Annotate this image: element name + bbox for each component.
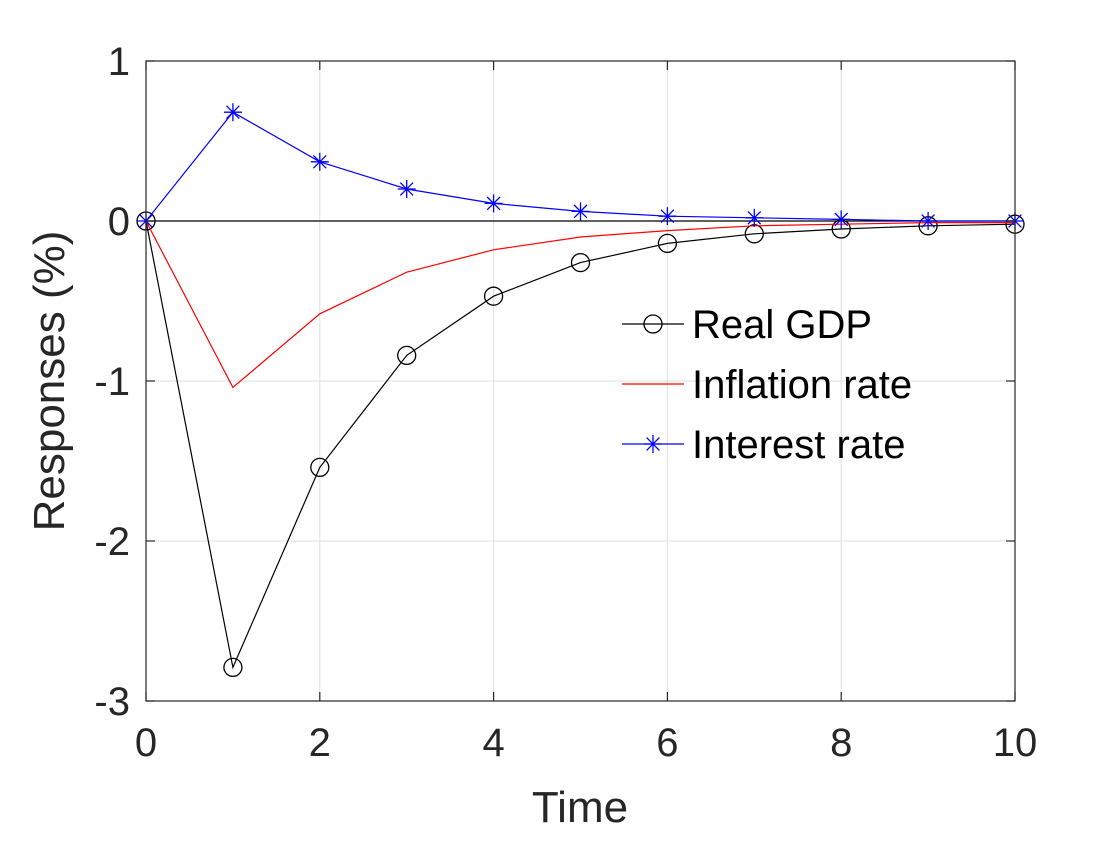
data-point: [397, 180, 416, 198]
legend: Real GDP Inflation rate Interest rate: [622, 303, 912, 467]
x-tick-label: 10: [993, 721, 1038, 765]
legend-marker: [643, 314, 663, 334]
data-point: [570, 252, 591, 273]
y-tick-label: -2: [94, 520, 130, 564]
legend-label: Interest rate: [692, 423, 905, 467]
data-point: [571, 202, 590, 221]
y-axis-title: Responses (%): [25, 231, 74, 532]
legend-label: Real GDP: [692, 303, 872, 347]
data-point: [397, 345, 417, 366]
data-point: [919, 212, 938, 230]
series-line: [145, 220, 1015, 389]
data-point: [310, 457, 330, 478]
data-point: [484, 194, 503, 213]
y-tick-label: 0: [108, 200, 130, 244]
legend-marker: [644, 435, 662, 453]
x-tick-label: 2: [309, 721, 331, 765]
x-tick-label: 0: [135, 721, 157, 765]
series-line: [145, 220, 1016, 670]
data-point: [223, 103, 242, 122]
data-point: [745, 208, 764, 227]
data-point: [832, 210, 851, 229]
y-tick-label: 1: [108, 40, 130, 84]
x-tick-label: 8: [830, 721, 852, 765]
axis-ticks: 0 2 4 6 8 10 -3 -2 -1 0 1: [94, 40, 1037, 765]
x-tick-label: 4: [482, 721, 504, 765]
data-point: [657, 233, 678, 254]
data-point: [483, 286, 504, 306]
data-point: [310, 152, 329, 171]
data-point: [658, 207, 677, 226]
y-tick-label: -1: [94, 360, 130, 404]
legend-item: Inflation rate: [622, 363, 912, 407]
legend-item: Real GDP: [622, 303, 872, 347]
legend-label: Inflation rate: [692, 363, 912, 407]
y-tick-label: -3: [94, 680, 130, 724]
data-point: [223, 657, 243, 678]
x-tick-label: 6: [656, 721, 678, 765]
series-inflation-rate: [145, 220, 1015, 389]
x-axis-title: Time: [532, 783, 628, 832]
legend-item: Interest rate: [622, 423, 905, 467]
